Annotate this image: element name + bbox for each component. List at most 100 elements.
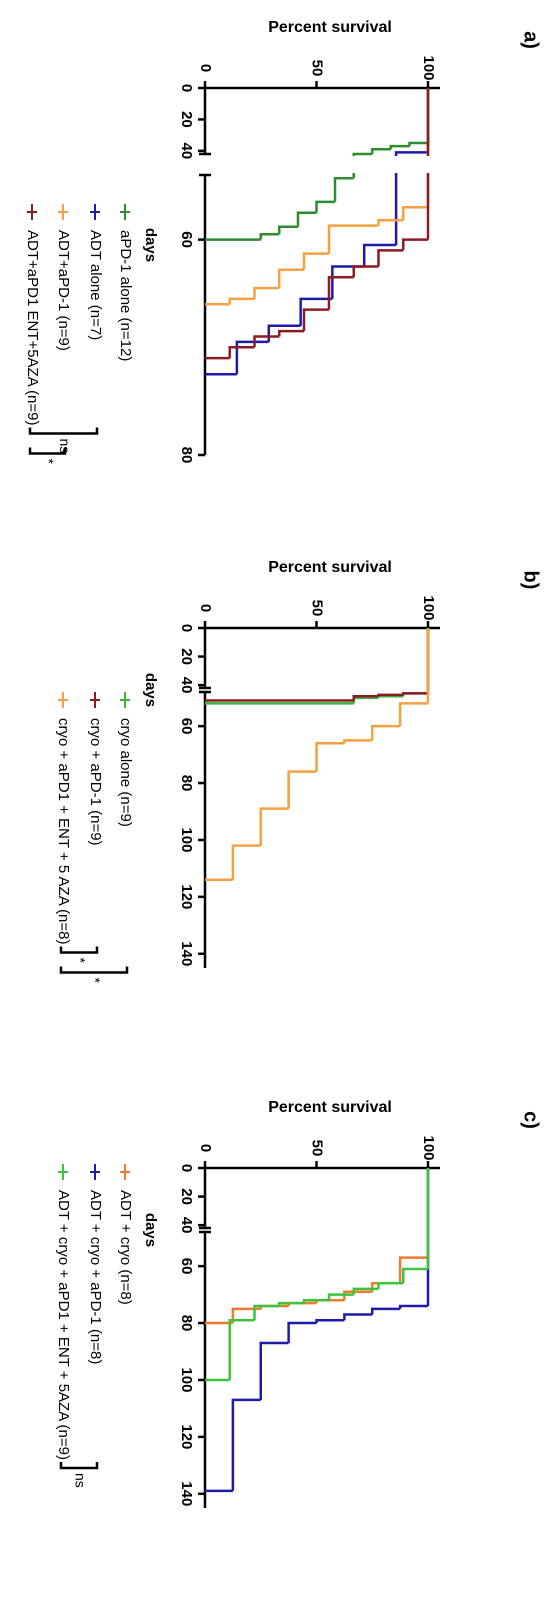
x-tick-label: 60 xyxy=(178,718,195,735)
survival-step xyxy=(231,1398,261,1491)
x-axis-title: days xyxy=(142,228,159,262)
survival-step xyxy=(352,152,373,179)
legend-label: ADT+aPD-1 (n=9) xyxy=(55,230,72,351)
survival-step xyxy=(343,1290,373,1301)
survival-step xyxy=(259,1341,289,1400)
survival-step xyxy=(259,807,289,846)
survival-step xyxy=(371,1281,401,1292)
significance-bracket xyxy=(28,447,67,455)
survival-step xyxy=(287,1321,317,1343)
y-tick-label: 0 xyxy=(197,64,214,72)
survival-step xyxy=(333,176,354,202)
significance-bracket xyxy=(28,427,99,435)
survival-step xyxy=(327,224,379,254)
legend-marker xyxy=(90,1164,100,1180)
survival-step xyxy=(228,346,255,359)
legend-marker xyxy=(90,204,100,220)
legend-marker xyxy=(27,204,37,220)
y-tick-label: 50 xyxy=(309,1140,326,1157)
survival-step xyxy=(315,741,345,772)
legend-marker xyxy=(58,204,68,220)
survival-step xyxy=(302,252,329,270)
y-tick-label: 0 xyxy=(197,1144,214,1152)
significance-label: ns xyxy=(57,439,73,454)
x-axis-title: days xyxy=(142,673,159,707)
y-axis-title: Percent survival xyxy=(268,1099,392,1116)
x-tick-label: 0 xyxy=(178,624,195,632)
survival-step xyxy=(278,225,298,235)
y-tick-label: 100 xyxy=(420,595,437,620)
survival-step xyxy=(278,329,305,337)
survival-step xyxy=(371,724,401,741)
survival-step xyxy=(398,1256,428,1284)
survival-step xyxy=(235,340,269,375)
significance-bracket xyxy=(59,946,99,954)
significance-label: * xyxy=(87,978,103,984)
legend-marker xyxy=(58,1164,68,1180)
x-tick-label: 140 xyxy=(178,941,195,966)
x-tick-label: 100 xyxy=(178,1367,195,1392)
survival-step xyxy=(231,844,261,880)
survival-step xyxy=(296,211,317,227)
survival-step xyxy=(398,702,428,727)
panel-label: c) xyxy=(520,1111,542,1129)
legend-label: ADT + cryo + aPD-1 (n=8) xyxy=(87,1190,104,1364)
x-tick-label: 140 xyxy=(178,1481,195,1506)
survival-step xyxy=(259,232,280,240)
x-tick-label: 20 xyxy=(178,1188,195,1205)
x-tick-label: 100 xyxy=(178,827,195,852)
survival-step xyxy=(327,1293,354,1301)
survival-step xyxy=(401,1267,428,1284)
x-tick-label: 0 xyxy=(178,1164,195,1172)
x-tick-label: 120 xyxy=(178,1424,195,1449)
x-tick-label: 60 xyxy=(178,1258,195,1275)
legend-label: cryo alone (n=9) xyxy=(117,718,134,827)
survival-step xyxy=(231,1307,261,1324)
survival-step xyxy=(394,151,428,245)
survival-step xyxy=(228,297,255,305)
survival-step xyxy=(352,695,379,701)
legend-marker xyxy=(120,1164,130,1180)
survival-step xyxy=(377,249,404,267)
legend-label: aPD-1 alone (n=12) xyxy=(117,230,134,361)
legend-label: ADT + cryo (n=8) xyxy=(117,1190,134,1305)
legend-label: cryo + aPD-1 (n=9) xyxy=(87,718,104,846)
survival-step xyxy=(278,268,305,289)
survival-step xyxy=(362,243,397,267)
legend-label: ADT alone (n=7) xyxy=(87,230,104,340)
survival-step xyxy=(377,693,404,697)
survival-step xyxy=(352,696,379,704)
x-axis xyxy=(199,1168,211,1508)
x-tick-label: 20 xyxy=(178,648,195,665)
survival-step xyxy=(315,200,336,213)
y-tick-label: 0 xyxy=(197,604,214,612)
x-axis xyxy=(199,88,211,455)
panel-label: a) xyxy=(520,31,542,49)
survival-step xyxy=(377,218,404,226)
survival-step xyxy=(371,148,391,154)
survival-step xyxy=(302,308,329,332)
survival-step xyxy=(408,141,428,147)
x-tick-label: 40 xyxy=(178,677,195,694)
survival-step xyxy=(377,1281,404,1289)
x-tick-label: 80 xyxy=(178,447,195,464)
y-tick-label: 100 xyxy=(420,1135,437,1160)
x-tick-label: 40 xyxy=(178,143,195,160)
survival-step xyxy=(253,335,280,348)
y-tick-label: 50 xyxy=(309,600,326,617)
legend-marker xyxy=(90,692,100,708)
x-tick-label: 120 xyxy=(178,884,195,909)
survival-step xyxy=(343,1313,373,1321)
x-axis-title: days xyxy=(142,1213,159,1247)
x-tick-label: 20 xyxy=(178,111,195,128)
x-tick-label: 80 xyxy=(178,775,195,792)
survival-step xyxy=(352,265,379,278)
survival-step xyxy=(401,692,428,695)
survival-step xyxy=(327,276,354,310)
y-axis-title: Percent survival xyxy=(268,559,392,576)
legend-marker xyxy=(120,692,130,708)
survival-step xyxy=(352,1287,379,1295)
survival-step xyxy=(371,1307,401,1315)
survival-step xyxy=(401,206,428,221)
survival-step xyxy=(377,695,404,698)
